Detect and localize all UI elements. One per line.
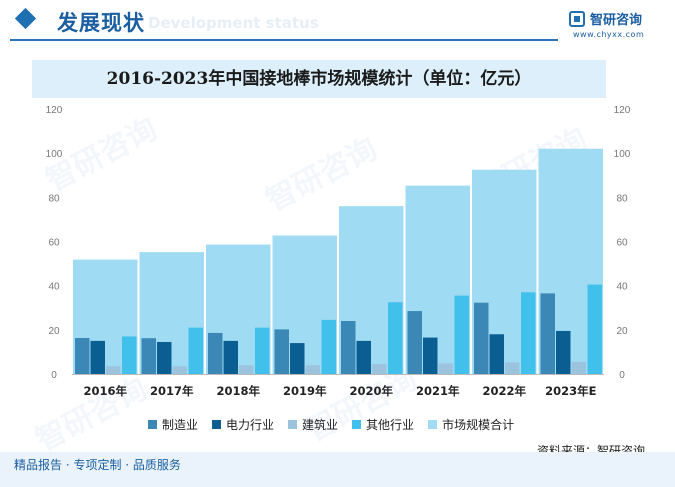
x-tick-label: 2017年 [150,384,194,398]
logo-name: 智研咨询 [590,13,643,28]
series-bar [223,340,238,374]
y-tick-label-right: 100 [614,149,631,160]
series-bar [122,336,137,374]
series-bar [571,361,586,374]
series-bar [454,295,469,374]
series-bar [489,334,504,374]
header-divider [10,39,558,41]
legend-label: 电力行业 [226,417,275,432]
footer-text: 精品报告 · 专项定制 · 品质服务 [14,458,181,472]
series-bar [90,340,105,374]
x-tick-label: 2021年 [416,384,460,398]
series-bar [556,330,571,374]
series-bar [172,366,187,374]
series-bar [321,319,336,374]
legend: 制造业 电力行业 建筑业 其他行业 市场规模合计 [148,416,514,432]
logo-url: www.chyxx.com [573,30,645,39]
x-tick-label: 2022年 [482,384,526,398]
legend-item: 制造业 [148,416,198,432]
series-bar [290,343,305,374]
x-tick-label: 2023年E [545,384,597,398]
series-bar [305,365,320,374]
series-bar [474,302,489,374]
series-bar [274,329,289,374]
x-tick-label: 2018年 [216,384,260,398]
legend-swatch [352,419,362,429]
y-tick-label-left: 20 [48,326,60,337]
y-tick-label-right: 0 [619,370,625,381]
header: Development status 发展现状 智研咨询 www.chyxx.c… [0,0,675,42]
footer-bar [0,452,675,487]
series-bar [141,338,156,374]
series-bar [75,338,90,374]
series-bar [423,337,438,374]
legend-swatch [428,419,438,429]
legend-item: 其他行业 [352,416,414,432]
header-title: 发展现状 [57,11,145,35]
x-tick-label: 2016年 [83,384,127,398]
y-tick-label-left: 40 [48,282,60,293]
series-bar [255,327,270,374]
x-tick-label: 2020年 [349,384,393,398]
series-bar [372,364,387,374]
header-subtitle: Development status [148,14,319,32]
series-bar [505,362,520,374]
y-tick-label-right: 40 [616,282,628,293]
series-bar [239,365,254,374]
legend-item: 电力行业 [212,416,274,432]
y-tick-label-left: 120 [46,105,63,116]
series-bar [388,302,403,374]
legend-label: 其他行业 [366,417,415,432]
chart-title: 2016-2023年中国接地棒市场规模统计（单位：亿元） [106,69,532,89]
legend-label: 制造业 [162,417,199,432]
legend-label: 建筑业 [302,417,339,432]
bar-chart: 0 0 20 20 40 40 60 60 80 80 100 100 120 120 2016年 2017年… [46,105,631,398]
y-tick-label-right: 20 [616,326,628,337]
series-bar [208,332,223,374]
series-bar [157,341,172,374]
legend-label: 市场规模合计 [442,417,515,432]
series-bar [540,293,555,374]
y-tick-label-left: 0 [51,370,57,381]
series-bar [407,311,422,374]
series-bar [587,284,602,374]
y-tick-label-right: 120 [614,105,631,116]
y-tick-label-right: 80 [616,193,628,204]
legend-item: 建筑业 [288,416,338,432]
logo-icon [569,11,585,27]
y-tick-label-left: 60 [48,238,60,249]
legend-item: 市场规模合计 [428,416,514,432]
chart-title-bar: 2016-2023年中国接地棒市场规模统计（单位：亿元） [32,60,606,98]
legend-swatch [288,419,298,429]
series-bar [188,327,203,374]
series-bar [106,366,121,374]
x-tick-label: 2019年 [283,384,327,398]
legend-swatch [212,419,222,429]
series-bar [341,321,356,374]
legend-swatch [148,419,157,429]
y-tick-label-right: 60 [616,238,628,249]
y-tick-label-left: 100 [46,149,63,160]
series-bar [521,292,536,374]
series-bar [438,363,453,374]
series-bar [356,340,371,374]
diamond-icon [14,7,37,30]
y-tick-label-left: 80 [48,193,60,204]
